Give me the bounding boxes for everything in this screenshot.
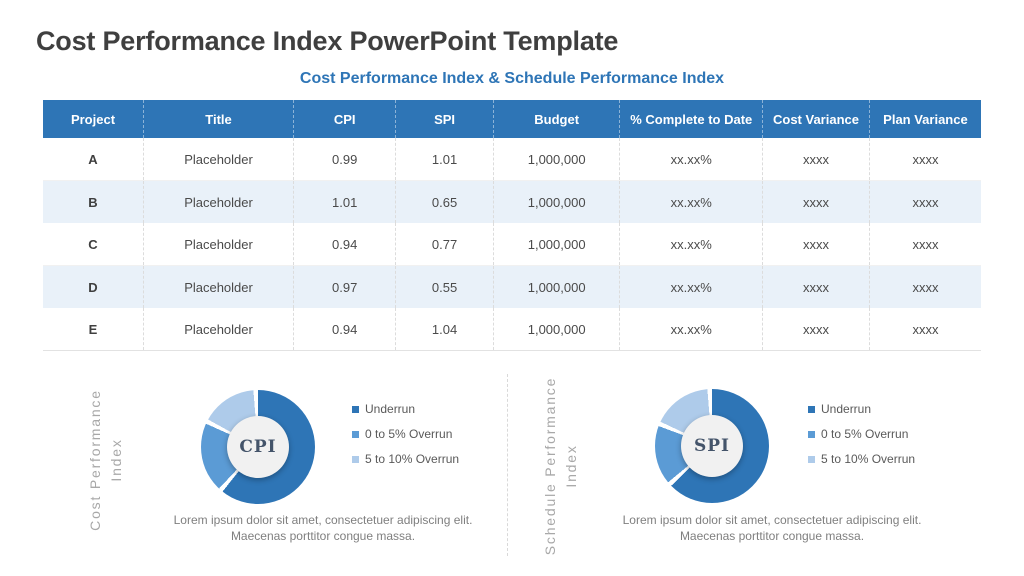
cell-complete: xx.xx%: [619, 138, 762, 180]
spi-legend: Underrun 0 to 5% Overrun 5 to 10% Overru…: [808, 402, 916, 478]
cell-cost-variance: xxxx: [762, 138, 869, 180]
legend-item: 0 to 5% Overrun: [352, 427, 459, 441]
cell-title: Placeholder: [142, 266, 293, 308]
legend-label: 5 to 10% Overrun: [821, 452, 916, 466]
legend-label: Underrun: [365, 402, 416, 416]
section-divider: [507, 374, 508, 556]
cell-budget: 1,000,000: [492, 138, 620, 180]
cell-project: A: [88, 151, 98, 167]
legend-item: 5 to 10% Overrun: [808, 452, 916, 466]
cell-spi: 1.04: [395, 308, 493, 350]
cpi-legend: Underrun 0 to 5% Overrun 5 to 10% Overru…: [352, 402, 460, 478]
legend-item: Underrun: [808, 402, 915, 416]
cell-spi: 0.77: [395, 223, 493, 265]
table-title: Cost Performance Index & Schedule Perfor…: [299, 70, 725, 87]
header-cell-cpi: CPI: [293, 100, 395, 138]
spi-vertical-label: Schedule Performance Index: [540, 371, 584, 561]
cell-cost-variance: xxxx: [762, 266, 869, 308]
cpi-caption: Lorem ipsum dolor sit amet, consectetuer…: [173, 513, 473, 543]
cell-complete: xx.xx%: [619, 266, 762, 308]
cell-cost-variance: xxxx: [762, 223, 869, 265]
legend-swatch-icon: [352, 430, 359, 438]
cell-budget: 1,000,000: [492, 181, 620, 223]
cell-spi: 0.55: [395, 266, 493, 308]
cell-cost-variance: xxxx: [762, 308, 869, 350]
cell-complete: xx.xx%: [619, 308, 762, 350]
legend-swatch-icon: [808, 405, 815, 413]
cell-cpi: 0.99: [293, 138, 395, 180]
table-row: A Placeholder 0.99 1.01 1,000,000 xx.xx%…: [43, 138, 981, 181]
cpi-donut-center-label: CPI: [227, 416, 289, 478]
page-title: Cost Performance Index PowerPoint Templa…: [36, 26, 619, 56]
cell-budget: 1,000,000: [492, 308, 620, 350]
header-cell-cost-variance: Cost Variance: [762, 100, 869, 138]
cell-plan-variance: xxxx: [868, 138, 981, 180]
header-cell-plan-variance: Plan Variance: [868, 100, 981, 138]
header-cell-budget: Budget: [492, 100, 620, 138]
cell-title: Placeholder: [142, 308, 293, 350]
header-cell-project: Project: [70, 111, 116, 127]
legend-swatch-icon: [808, 430, 815, 438]
cell-plan-variance: xxxx: [868, 223, 981, 265]
table-row: B Placeholder 1.01 0.65 1,000,000 xx.xx%…: [43, 181, 981, 223]
spi-vertical-label-line1: Schedule Performance: [542, 376, 558, 556]
cell-project: C: [88, 236, 98, 252]
cpi-vertical-label-line1: Cost Performance: [87, 389, 103, 531]
cell-plan-variance: xxxx: [868, 308, 981, 350]
legend-label: 0 to 5% Overrun: [365, 427, 453, 441]
spi-vertical-label-line2: Index: [563, 444, 579, 488]
cell-spi: 0.65: [395, 181, 493, 223]
legend-swatch-icon: [352, 455, 359, 463]
cell-cpi: 0.94: [293, 223, 395, 265]
table-row: C Placeholder 0.94 0.77 1,000,000 xx.xx%…: [43, 223, 981, 266]
cell-title: Placeholder: [142, 181, 293, 223]
cell-title: Placeholder: [142, 138, 293, 180]
cpi-vertical-label-line2: Index: [108, 438, 124, 482]
legend-label: Underrun: [821, 402, 872, 416]
table-row: E Placeholder 0.94 1.04 1,000,000 xx.xx%…: [43, 308, 981, 351]
legend-item: Underrun: [352, 402, 459, 416]
cell-project: B: [88, 194, 98, 210]
cpi-vertical-label: Cost Performance Index: [85, 375, 129, 545]
cell-budget: 1,000,000: [492, 266, 620, 308]
cell-cpi: 1.01: [293, 181, 395, 223]
cell-budget: 1,000,000: [492, 223, 620, 265]
cell-project: E: [88, 321, 98, 337]
legend-label: 0 to 5% Overrun: [821, 427, 909, 441]
cell-spi: 1.01: [395, 138, 493, 180]
legend-label: 5 to 10% Overrun: [365, 452, 460, 466]
cell-plan-variance: xxxx: [868, 181, 981, 223]
cell-project: D: [88, 279, 98, 295]
cell-title: Placeholder: [142, 223, 293, 265]
cell-complete: xx.xx%: [619, 181, 762, 223]
legend-swatch-icon: [808, 455, 815, 463]
cell-complete: xx.xx%: [619, 223, 762, 265]
table-header-row: Project Title CPI SPI Budget % Complete …: [43, 100, 981, 138]
table-row: D Placeholder 0.97 0.55 1,000,000 xx.xx%…: [43, 266, 981, 308]
header-cell-complete: % Complete to Date: [619, 100, 762, 138]
cell-plan-variance: xxxx: [868, 266, 981, 308]
spi-donut-center-label: SPI: [681, 415, 743, 477]
header-cell-title: Title: [142, 100, 293, 138]
legend-item: 0 to 5% Overrun: [808, 427, 915, 441]
cell-cpi: 0.94: [293, 308, 395, 350]
header-cell-spi: SPI: [395, 100, 493, 138]
cpi-spi-table: Project Title CPI SPI Budget % Complete …: [43, 100, 981, 351]
cell-cost-variance: xxxx: [762, 181, 869, 223]
legend-swatch-icon: [352, 405, 359, 413]
legend-item: 5 to 10% Overrun: [352, 452, 460, 466]
cell-cpi: 0.97: [293, 266, 395, 308]
spi-caption: Lorem ipsum dolor sit amet, consectetuer…: [622, 513, 922, 543]
